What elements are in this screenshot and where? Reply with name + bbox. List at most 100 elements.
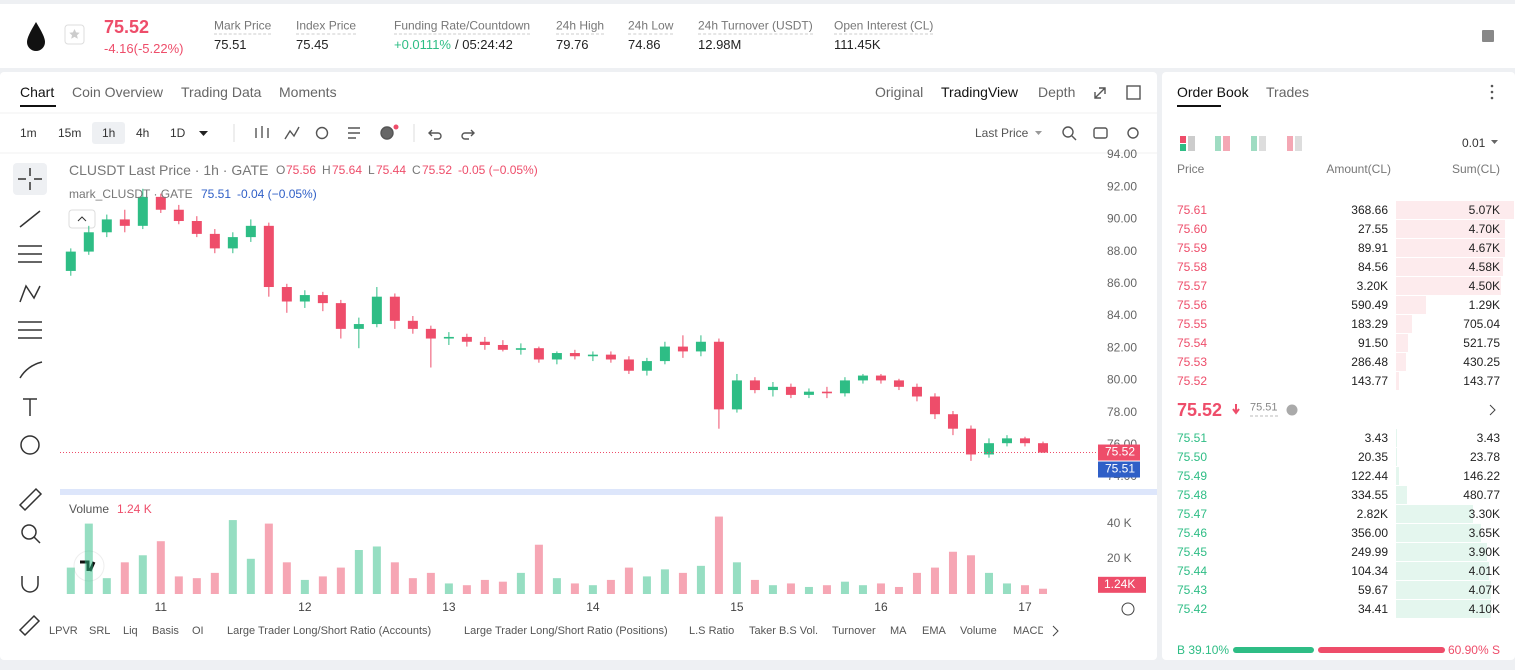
book-sum: 3.65K bbox=[1468, 526, 1500, 540]
indicator[interactable]: Taker B.S Vol. bbox=[749, 625, 819, 637]
candle-body bbox=[389, 296, 400, 321]
buy-bar bbox=[1233, 647, 1314, 653]
book-price: 75.44 bbox=[1177, 564, 1208, 578]
x-tick-label: 13 bbox=[442, 600, 456, 614]
volume-title: Volume bbox=[69, 502, 110, 516]
candle-body bbox=[911, 386, 922, 397]
book-price: 75.53 bbox=[1177, 355, 1208, 369]
volume-bar bbox=[444, 583, 453, 594]
book-sum: 23.78 bbox=[1469, 450, 1500, 464]
interval[interactable]: 4h bbox=[136, 126, 150, 140]
depth-bar bbox=[1396, 524, 1481, 542]
indicator[interactable]: Turnover bbox=[832, 625, 876, 637]
depth-bar bbox=[1396, 334, 1409, 352]
indicator[interactable]: MACD bbox=[1013, 625, 1043, 637]
dropdown-arrow[interactable] bbox=[1491, 140, 1498, 144]
book-amount: 122.44 bbox=[1351, 469, 1388, 483]
chart-panel bbox=[0, 72, 1157, 660]
candle-body bbox=[227, 237, 238, 249]
volume-bar bbox=[102, 578, 111, 594]
stat-label: Mark Price bbox=[214, 18, 272, 35]
volume-bar bbox=[534, 544, 543, 594]
candle-body bbox=[551, 353, 562, 360]
stat-label: Open Interest (CL) bbox=[834, 18, 934, 35]
interval[interactable]: 15m bbox=[58, 126, 82, 140]
volume-bar bbox=[408, 578, 417, 594]
book-amount: 34.41 bbox=[1357, 602, 1388, 616]
x-tick-label: 16 bbox=[874, 600, 888, 614]
candle-body bbox=[785, 386, 796, 395]
candle-body bbox=[893, 380, 904, 387]
volume-bar bbox=[840, 581, 849, 594]
scroll-arrow[interactable] bbox=[1052, 625, 1059, 637]
view-tab[interactable]: Depth bbox=[1038, 84, 1076, 100]
book-amount: 334.55 bbox=[1351, 488, 1388, 502]
book-sum: 1.29K bbox=[1468, 298, 1500, 312]
chevron[interactable] bbox=[1489, 404, 1496, 416]
depth-bar bbox=[1396, 220, 1506, 238]
book-sum: 705.04 bbox=[1463, 317, 1500, 331]
indicator[interactable]: Volume bbox=[960, 625, 997, 637]
view-tab[interactable]: Original bbox=[875, 84, 924, 100]
tab[interactable]: Chart bbox=[20, 84, 55, 100]
candle-body bbox=[101, 219, 112, 233]
book-amount: 3.20K bbox=[1356, 279, 1388, 293]
favorite-box[interactable] bbox=[64, 24, 85, 45]
precision[interactable]: 0.01 bbox=[1462, 136, 1486, 150]
book-sum: 3.90K bbox=[1468, 545, 1500, 559]
indicator[interactable]: L.S Ratio bbox=[689, 625, 735, 637]
column-header: Amount(CL) bbox=[1326, 162, 1391, 176]
volume-bar bbox=[516, 572, 525, 594]
tab[interactable]: Trading Data bbox=[181, 84, 262, 100]
indicator[interactable]: SRL bbox=[89, 625, 111, 637]
panel-icon[interactable] bbox=[1482, 30, 1494, 42]
view-tab[interactable]: TradingView bbox=[941, 84, 1019, 100]
volume-bar bbox=[624, 567, 633, 594]
settings-icon[interactable] bbox=[1121, 602, 1135, 616]
legend-key: C bbox=[412, 163, 421, 177]
depth-bar bbox=[1396, 448, 1397, 466]
book-price: 75.50 bbox=[1177, 450, 1208, 464]
volume-bar bbox=[696, 565, 705, 594]
book-sum: 5.07K bbox=[1468, 203, 1500, 217]
indicator[interactable]: LPVR bbox=[49, 625, 78, 637]
y-tick-label: 78.00 bbox=[1107, 405, 1137, 419]
legend-value: 75.51 bbox=[201, 187, 232, 201]
volume-bar bbox=[912, 572, 921, 594]
indicator[interactable]: EMA bbox=[922, 625, 946, 637]
price-source[interactable]: Last Price bbox=[975, 126, 1029, 140]
book-amount: 20.35 bbox=[1357, 450, 1388, 464]
indicator[interactable]: Large Trader Long/Short Ratio (Accounts) bbox=[227, 625, 432, 637]
collapse-button[interactable] bbox=[68, 209, 96, 229]
book-amount: 27.55 bbox=[1357, 222, 1388, 236]
tab[interactable]: Coin Overview bbox=[72, 84, 164, 100]
tab[interactable]: Order Book bbox=[1177, 84, 1249, 100]
volume-bar bbox=[354, 550, 363, 594]
indicator[interactable]: Basis bbox=[152, 625, 179, 637]
indicator[interactable]: MA bbox=[890, 625, 907, 637]
pane-divider bbox=[60, 489, 1157, 495]
indicator[interactable]: OI bbox=[192, 625, 204, 637]
tab[interactable]: Moments bbox=[279, 84, 337, 100]
interval[interactable]: 1h bbox=[102, 126, 116, 140]
y-tick-label: 86.00 bbox=[1107, 276, 1137, 290]
indicator[interactable]: Large Trader Long/Short Ratio (Positions… bbox=[464, 625, 668, 637]
stat-label: Funding Rate/Countdown bbox=[394, 18, 531, 35]
interval[interactable]: 1D bbox=[170, 126, 186, 140]
candle-body bbox=[191, 221, 202, 234]
dropdown-arrow[interactable] bbox=[199, 131, 208, 136]
volume-bar bbox=[642, 576, 651, 594]
collapse-arrow bbox=[77, 216, 87, 222]
volume-bar bbox=[1020, 585, 1029, 594]
candle-body bbox=[983, 443, 994, 455]
indicator[interactable]: Liq bbox=[123, 625, 138, 637]
book-price: 75.58 bbox=[1177, 260, 1208, 274]
dropdown-arrow[interactable] bbox=[1035, 131, 1042, 135]
candle-body bbox=[1019, 438, 1030, 444]
candle-body bbox=[461, 336, 472, 342]
depth-bar bbox=[1396, 239, 1505, 257]
interval[interactable]: 1m bbox=[20, 126, 37, 140]
candle-body bbox=[587, 354, 598, 357]
legend-value: 75.64 bbox=[332, 163, 363, 177]
tab[interactable]: Trades bbox=[1266, 84, 1310, 100]
